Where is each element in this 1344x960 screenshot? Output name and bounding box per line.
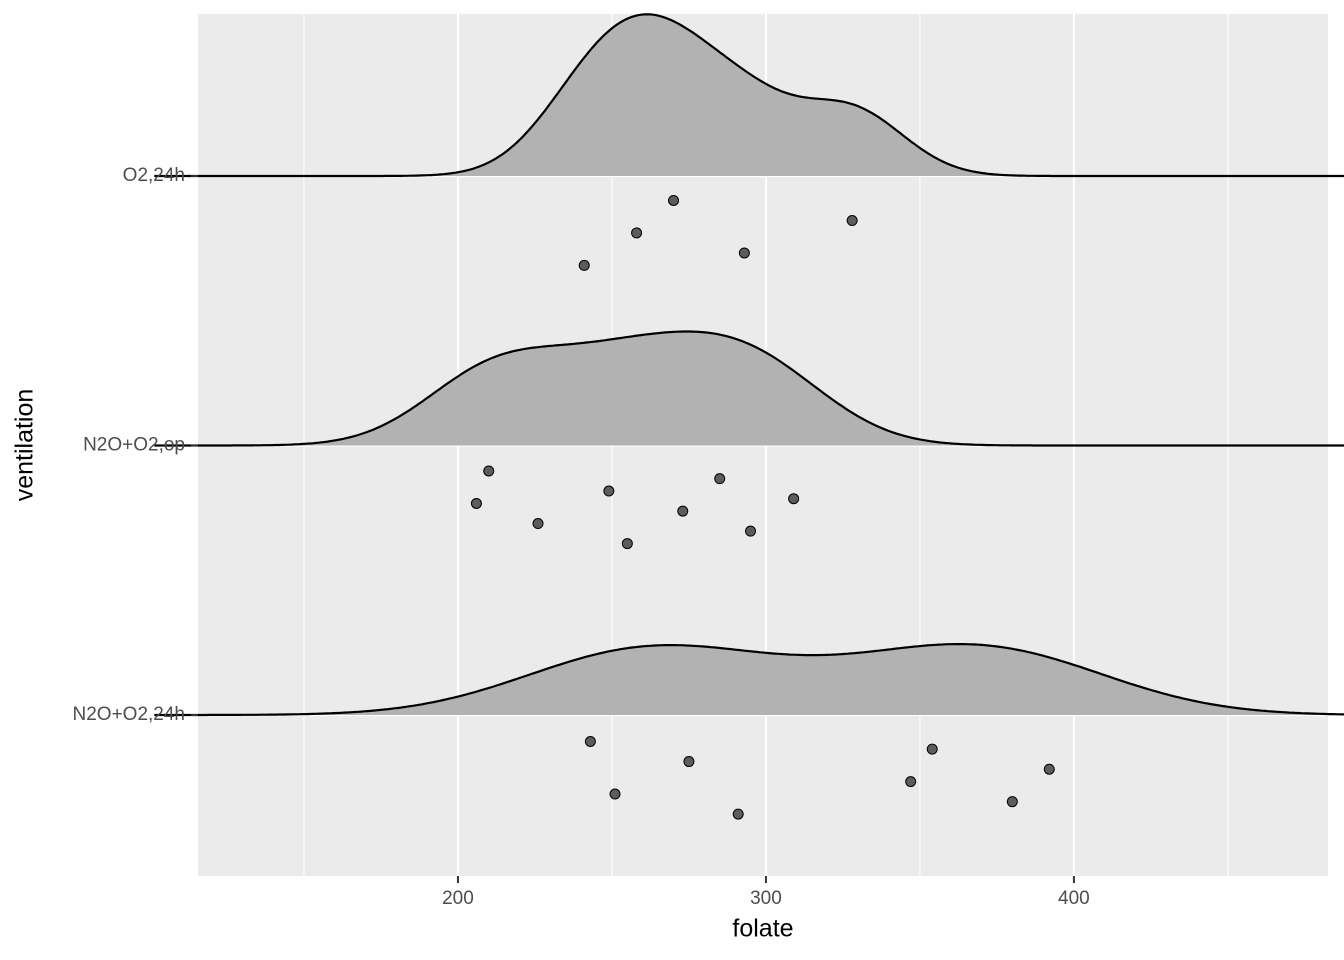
data-point — [732, 808, 744, 820]
marks — [154, 13, 1344, 820]
x-tick-label: 200 — [442, 888, 474, 909]
data-point — [745, 525, 757, 537]
data-point — [677, 505, 689, 517]
x-tick-label: 300 — [750, 888, 782, 909]
data-point — [788, 493, 800, 505]
data-point — [846, 215, 858, 227]
ridge-area — [154, 331, 1344, 446]
data-point — [1043, 763, 1055, 775]
data-point — [470, 497, 482, 509]
data-point — [683, 756, 695, 768]
data-point — [738, 247, 750, 259]
y-tick-label: N2O+O2,op — [83, 435, 185, 456]
data-point — [621, 538, 633, 550]
y-tick-label: O2,24h — [123, 165, 185, 186]
ridge-line — [154, 643, 1344, 717]
data-point — [603, 485, 615, 497]
data-point — [1006, 796, 1018, 808]
data-point — [532, 518, 544, 530]
ridge-line — [154, 330, 1344, 447]
x-tick-label: 400 — [1058, 888, 1090, 909]
y-tick-label: N2O+O2,24h — [73, 704, 186, 725]
x-axis-title: folate — [732, 915, 793, 943]
data-point — [483, 465, 495, 477]
data-point — [631, 227, 643, 239]
ridge-area — [154, 644, 1344, 715]
data-point — [714, 473, 726, 485]
data-point — [609, 788, 621, 800]
data-point — [584, 736, 596, 747]
data-point — [905, 776, 917, 788]
data-point — [926, 743, 938, 755]
data-point — [578, 259, 590, 271]
ridge-line — [154, 13, 1344, 178]
ridge-area — [154, 14, 1344, 176]
y-axis-title: ventilation — [11, 389, 39, 502]
data-point — [668, 194, 680, 206]
